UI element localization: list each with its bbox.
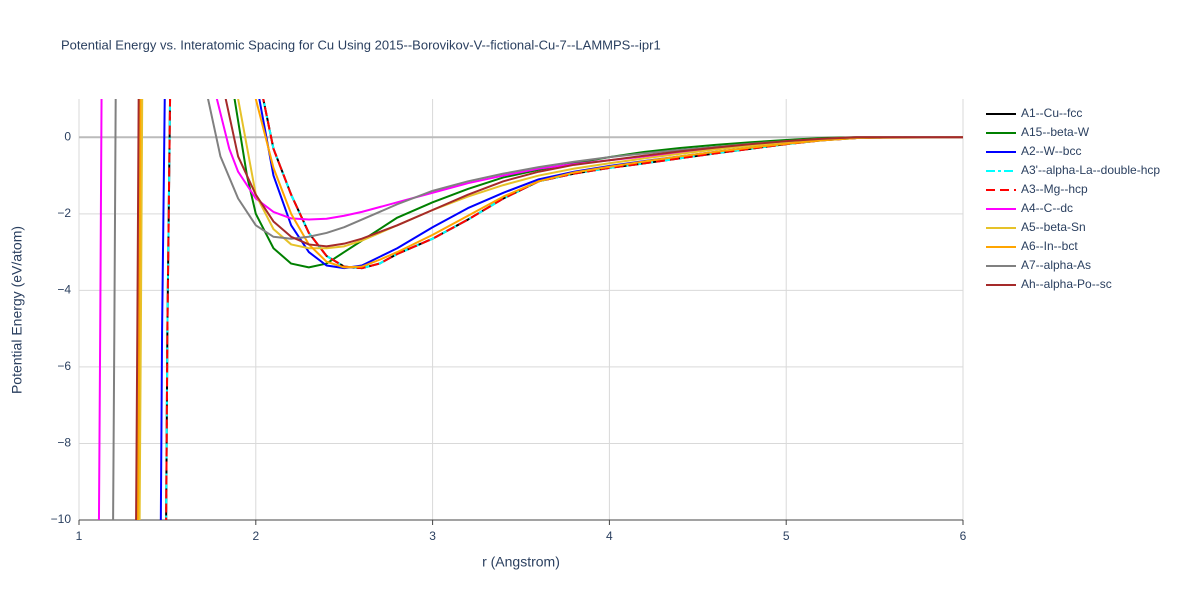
y-tick-label: 0: [64, 129, 71, 143]
series-line: [165, 99, 963, 520]
legend: A1--Cu--fcc A15--beta-W A2--W--bcc A3'--alp…: [986, 106, 1160, 291]
x-tick-label: 1: [76, 529, 83, 543]
y-tick-label: −8: [57, 436, 71, 450]
series-line: [136, 99, 963, 520]
x-tick-label: 4: [606, 529, 613, 543]
y-tick-label: −6: [57, 359, 71, 373]
chart-title: Potential Energy vs. Interatomic Spacing…: [61, 37, 661, 52]
series-line: [165, 99, 963, 520]
series-line: [233, 99, 963, 269]
x-axis-title: r (Angstrom): [482, 554, 560, 570]
series-line: [135, 99, 963, 520]
series-line: [159, 99, 963, 520]
series-line: [97, 99, 963, 520]
x-tick-label: 3: [429, 529, 436, 543]
y-tick-label: −4: [57, 283, 71, 297]
legend-label: A4--C--dc: [1021, 201, 1073, 215]
x-tick-label: 6: [960, 529, 967, 543]
x-tick-label: 5: [783, 529, 790, 543]
series-line: [112, 99, 963, 520]
legend-label: A5--beta-Sn: [1021, 220, 1086, 234]
grid: 1 2 3 4 5 6 −10 −8 −6 −4 −2 0: [51, 99, 967, 543]
legend-label: A6--In--bct: [1021, 239, 1078, 253]
y-tick-label: −10: [51, 512, 72, 526]
legend-label: A3--Mg--hcp: [1021, 182, 1088, 196]
legend-label: A2--W--bcc: [1021, 144, 1081, 158]
x-tick-label: 2: [252, 529, 259, 543]
series-line: [138, 99, 963, 520]
legend-label: A3'--alpha-La--double-hcp: [1021, 163, 1160, 177]
legend-label: Ah--alpha-Po--sc: [1021, 277, 1112, 291]
y-tick-label: −2: [57, 206, 71, 220]
plot-area: [97, 99, 963, 520]
legend-label: A1--Cu--fcc: [1021, 106, 1082, 120]
legend-label: A7--alpha-As: [1021, 258, 1091, 272]
series-line: [165, 99, 963, 520]
y-axis-title: Potential Energy (eV/atom): [9, 226, 25, 394]
legend-label: A15--beta-W: [1021, 125, 1090, 139]
